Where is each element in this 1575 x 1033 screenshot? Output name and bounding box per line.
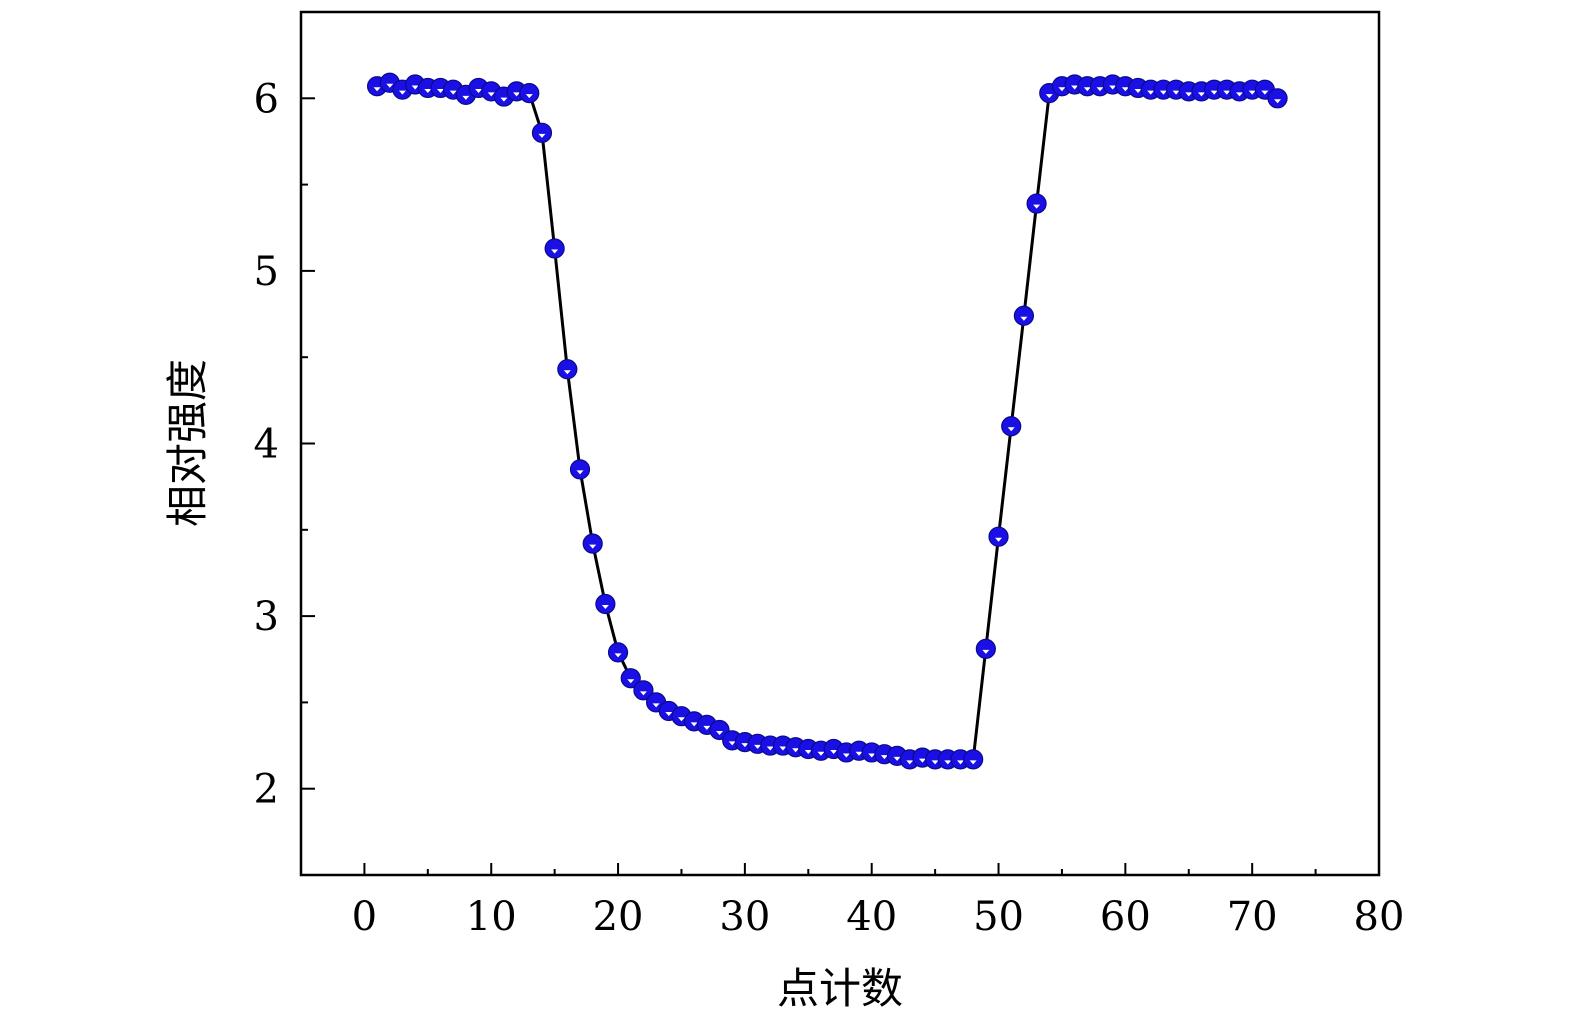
x-tick-label: 50 — [973, 894, 1024, 940]
x-tick-label: 80 — [1354, 894, 1405, 940]
x-tick-label: 40 — [846, 894, 897, 940]
y-tick-label: 4 — [254, 422, 279, 468]
series-line — [376, 81, 1279, 761]
data-point — [1267, 88, 1288, 109]
data-point — [1013, 305, 1034, 326]
data-point — [582, 533, 603, 554]
data-point — [569, 459, 591, 480]
x-axis-title: 点计数 — [777, 964, 903, 1013]
y-tick-label: 2 — [254, 767, 279, 813]
data-point — [557, 359, 578, 380]
x-tick-label: 0 — [352, 894, 377, 940]
y-axis: 2 3 4 5 6 — [254, 11, 315, 876]
y-tick-label: 5 — [254, 249, 279, 295]
data-point — [620, 668, 641, 689]
data-point — [607, 642, 629, 663]
data-points — [366, 72, 1288, 770]
x-tick-label: 20 — [593, 894, 644, 940]
y-axis-title: 相对强度 — [163, 359, 212, 527]
data-point — [975, 638, 996, 659]
data-point — [1026, 193, 1047, 214]
x-tick-label: 30 — [719, 894, 770, 940]
data-point — [595, 593, 616, 615]
data-point — [988, 526, 1009, 547]
data-point — [633, 680, 654, 701]
y-tick-label: 3 — [254, 594, 279, 640]
data-point — [963, 749, 984, 770]
x-tick-label: 10 — [466, 894, 517, 940]
x-tick-label: 60 — [1100, 894, 1151, 940]
y-tick-label: 6 — [254, 76, 279, 122]
data-point — [1001, 416, 1022, 437]
x-tick-label: 70 — [1227, 894, 1278, 940]
data-point — [544, 238, 565, 259]
x-axis: 0 10 20 30 40 50 60 70 80 — [352, 863, 1405, 940]
data-point — [531, 122, 553, 143]
data-point — [519, 83, 540, 104]
